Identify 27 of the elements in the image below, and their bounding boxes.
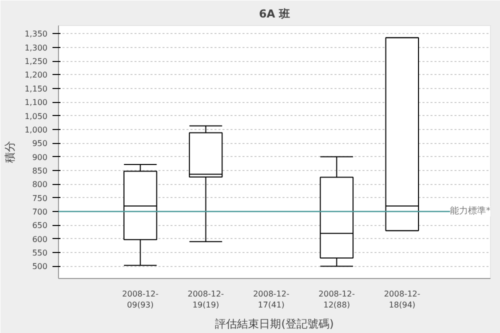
ref-line-label: 能力標準*	[450, 205, 491, 216]
y-tick-label: 850	[32, 166, 48, 176]
y-tick-label: 1,250	[24, 57, 48, 66]
y-tick-label: 950	[32, 139, 48, 148]
y-tick-label: 1,350	[24, 30, 48, 39]
x-tick-label: 2008-12- 19(19)	[188, 290, 224, 310]
x-tick-label: 2008-12- 17(41)	[253, 290, 290, 310]
y-tick-label: 1,150	[24, 84, 48, 94]
y-tick-label: 600	[32, 234, 48, 244]
x-axis-title: 評估結束日期(登記號碼)	[215, 317, 334, 330]
y-tick-label: 1,100	[24, 98, 48, 108]
y-tick-label: 750	[32, 194, 48, 203]
y-tick-label: 1,200	[24, 70, 48, 80]
x-tick-label: 2008-12- 12(88)	[318, 290, 355, 310]
y-tick-label: 800	[32, 180, 48, 190]
y-tick-label: 1,050	[24, 112, 48, 121]
y-tick-label: 650	[32, 221, 48, 230]
y-tick-label: 700	[32, 207, 48, 216]
x-tick-label: 2008-12- 09(93)	[122, 290, 159, 310]
y-tick-label: 1,300	[24, 43, 48, 52]
y-tick-label: 900	[32, 152, 48, 162]
y-tick-label: 550	[32, 248, 48, 258]
x-tick-label: 2008-12- 18(94)	[384, 290, 420, 310]
y-axis-title: 積分	[4, 141, 17, 163]
y-tick-label: 1,000	[24, 125, 48, 134]
chart-title: 6A 班	[259, 8, 290, 20]
y-tick-label: 500	[32, 262, 48, 272]
